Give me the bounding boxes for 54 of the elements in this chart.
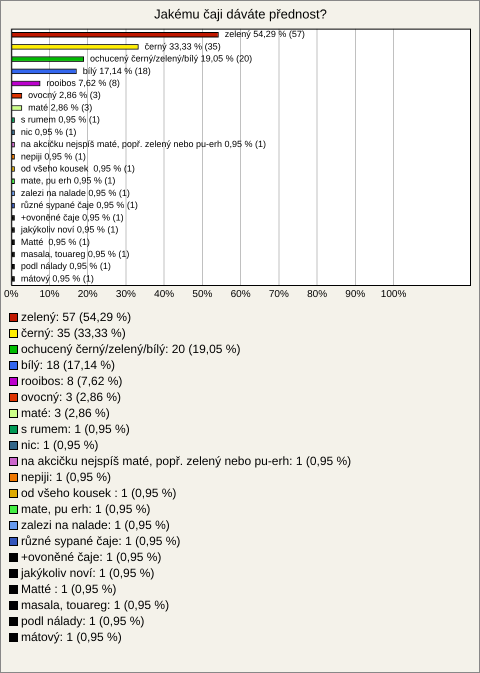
text: +ovoněné čaje: 1 (0,95 %)	[21, 550, 162, 564]
category-label: ovocný 2,86 % (3)	[28, 90, 101, 100]
x-tick-label: 10%	[39, 288, 60, 300]
category-label: zalezi na nalade 0,95 % (1)	[20, 188, 130, 198]
text: s rumem: 1 (0,95 %)	[21, 422, 130, 436]
category-label: od všeho kousek 0,95 % (1)	[20, 163, 135, 174]
x-tick-label: 30%	[116, 288, 136, 300]
x-tick-label: 100%	[380, 288, 406, 300]
category-label: jakýkoliv noví 0,95 % (1)	[20, 224, 118, 235]
chart-title: Jakému čaji dáváte přednost?	[154, 6, 327, 22]
category-label: masala, touareg 0,95 % (1)	[20, 248, 130, 259]
category-label: mate, pu erh 0,95 % (1)	[20, 176, 116, 186]
text: zelený: 57 (54,29 %)	[21, 310, 132, 324]
text: rooibos: 8 (7,62 %)	[21, 374, 122, 388]
text: černý: 35 (33,33 %)	[21, 326, 126, 340]
text: bílý: 18 (17,14 %)	[21, 358, 116, 372]
text: podl nálady: 1 (0,95 %)	[21, 614, 144, 628]
category-label: podl nálady 0,95 % (1)	[20, 261, 111, 272]
text: různé sypané čaje: 1 (0,95 %)	[21, 534, 180, 548]
text: maté: 3 (2,86 %)	[21, 406, 110, 420]
category-label: nic 0,95 % (1)	[20, 126, 76, 137]
category-label: nepiji 0,95 % (1)	[20, 151, 86, 162]
text: ochucený černý/zelený/bílý: 20 (19,05 %)	[21, 342, 240, 356]
x-tick-label: 80%	[307, 288, 328, 300]
category-label: bílý 17,14 % (18)	[82, 66, 151, 76]
x-tick-label: 0%	[4, 288, 19, 300]
category-label: +ovoněné čaje 0,95 % (1)	[20, 212, 124, 222]
x-tick-label: 50%	[192, 288, 212, 300]
category-label: různé sypané čaje 0,95 % (1)	[20, 200, 138, 210]
text: nic: 1 (0,95 %)	[21, 438, 98, 452]
x-tick-label: 60%	[230, 288, 251, 300]
text: od všeho kousek : 1 (0,95 %)	[21, 486, 176, 500]
category-label: maté 2,86 % (3)	[28, 102, 92, 112]
category-label: černý 33,33 % (35)	[144, 41, 221, 52]
x-tick-label: 40%	[154, 288, 174, 300]
category-label: ochucený černý/zelený/bílý 19,05 % (20)	[90, 54, 252, 64]
text: mátový: 1 (0,95 %)	[21, 630, 122, 644]
text: nepiji: 1 (0,95 %)	[21, 470, 112, 484]
text: jakýkoliv noví: 1 (0,95 %)	[21, 566, 154, 580]
text: zalezi na nalade: 1 (0,95 %)	[21, 518, 170, 532]
text: ovocný: 3 (2,86 %)	[21, 390, 122, 404]
x-tick-label: 90%	[345, 288, 366, 300]
x-tick-label: 70%	[268, 288, 289, 300]
category-label: na akcičku nejspíš maté, popř. zelený nebo pu-erh 0,95 % (1)	[20, 139, 266, 150]
category-label: rooibos 7,62 % (8)	[46, 78, 120, 88]
x-tick-label: 20%	[78, 288, 98, 300]
text: masala, touareg: 1 (0,95 %)	[21, 598, 170, 612]
category-label: mátový 0,95 % (1)	[20, 273, 94, 284]
category-label: s rumem 0,95 % (1)	[20, 114, 100, 125]
text: mate, pu erh: 1 (0,95 %)	[21, 502, 150, 516]
text: na akcičku nejspíš maté, popř. zelený nebo pu-erh: 1 (0,95 %)	[21, 454, 352, 468]
category-label: zelený 54,29 % (57)	[224, 29, 305, 40]
text: Matté : 1 (0,95 %)	[21, 582, 116, 596]
category-label: Matté 0,95 % (1)	[20, 236, 90, 247]
